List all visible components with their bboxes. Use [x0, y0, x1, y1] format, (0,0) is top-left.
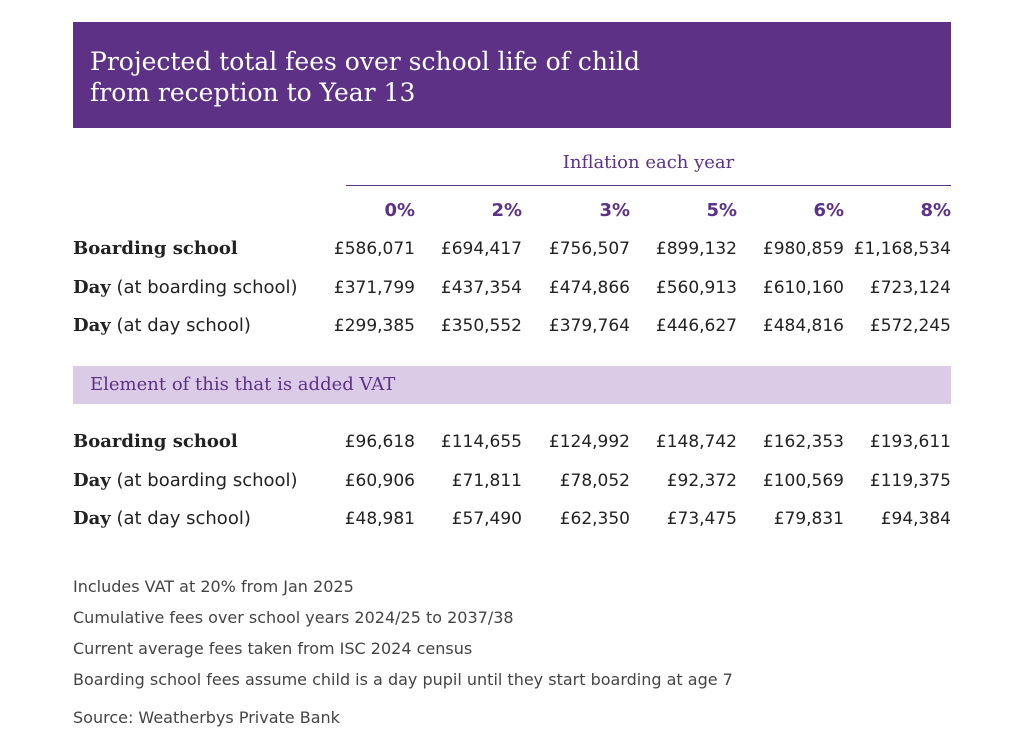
table-cell: £610,160: [762, 278, 844, 298]
table-cell: £437,354: [440, 278, 522, 298]
row-label-bold: Boarding school: [73, 431, 238, 452]
table-cell: £560,913: [655, 278, 737, 298]
table-cell: £299,385: [333, 316, 415, 336]
table-cell: £114,655: [440, 432, 522, 452]
footnote: Boarding school fees assume child is a d…: [73, 670, 733, 689]
table-cell: £124,992: [548, 432, 630, 452]
table-cell: £62,350: [559, 509, 630, 529]
table-cell: £980,859: [762, 239, 844, 259]
table-cell: £694,417: [440, 239, 522, 259]
footnotes: Includes VAT at 20% from Jan 2025 Cumula…: [73, 574, 951, 698]
inflation-divider: [346, 185, 951, 186]
column-header-2pct: 2%: [491, 200, 522, 221]
title-line-2: from reception to Year 13: [90, 78, 416, 107]
column-header-6pct: 6%: [813, 200, 844, 221]
table-cell: £92,372: [666, 471, 737, 491]
footnote: Cumulative fees over school years 2024/2…: [73, 608, 514, 627]
column-header-0pct: 0%: [384, 200, 415, 221]
footnote: Includes VAT at 20% from Jan 2025: [73, 577, 354, 596]
table-cell: £48,981: [344, 509, 415, 529]
table-cell: £1,168,534: [853, 239, 951, 259]
row-label-detail: (at boarding school): [110, 277, 298, 298]
table-cell: £57,490: [451, 509, 522, 529]
table-cell: £148,742: [655, 432, 737, 452]
row-label-detail: (at day school): [110, 315, 251, 336]
column-header-5pct: 5%: [706, 200, 737, 221]
row-label-bold: Day: [73, 315, 111, 336]
table-row: Day (at boarding school) £371,799 £437,354…: [73, 275, 951, 301]
table-cell: £899,132: [655, 239, 737, 259]
table-cell: £119,375: [869, 471, 951, 491]
row-label: Day (at day school): [73, 506, 251, 532]
inflation-header: Inflation each year: [562, 152, 735, 173]
table-cell: £100,569: [762, 471, 844, 491]
row-label-detail: (at day school): [110, 508, 251, 529]
table-cell: £474,866: [548, 278, 630, 298]
source-note: Source: Weatherbys Private Bank: [73, 708, 340, 727]
row-label: Day (at day school): [73, 313, 251, 339]
row-label-detail: (at boarding school): [110, 470, 298, 491]
column-header-row: 0% 2% 3% 5% 6% 8%: [73, 198, 951, 224]
row-label: Day (at boarding school): [73, 275, 298, 301]
table-cell: £572,245: [869, 316, 951, 336]
row-label: Day (at boarding school): [73, 468, 298, 494]
row-label: Boarding school: [73, 429, 238, 455]
table-cell: £484,816: [762, 316, 844, 336]
vat-section-band: Element of this that is added VAT: [73, 366, 951, 404]
title-banner: Projected total fees over school life of…: [73, 22, 951, 128]
table-cell: £94,384: [880, 509, 951, 529]
table-row: Boarding school £586,071 £694,417 £756,507 £…: [73, 236, 951, 262]
row-label-bold: Day: [73, 277, 111, 298]
table-cell: £60,906: [344, 471, 415, 491]
row-label-bold: Boarding school: [73, 238, 238, 259]
table-cell: £350,552: [440, 316, 522, 336]
table-row: Day (at boarding school) £60,906 £71,811 £7…: [73, 468, 951, 494]
table-cell: £586,071: [333, 239, 415, 259]
table-cell: £193,611: [869, 432, 951, 452]
table-row: Day (at day school) £48,981 £57,490 £62,350…: [73, 506, 951, 532]
table-row: Day (at day school) £299,385 £350,552 £379,…: [73, 313, 951, 339]
column-header-8pct: 8%: [920, 200, 951, 221]
table-cell: £73,475: [666, 509, 737, 529]
table-cell: £78,052: [559, 471, 630, 491]
row-label: Boarding school: [73, 236, 238, 262]
table-cell: £446,627: [655, 316, 737, 336]
table-cell: £723,124: [869, 278, 951, 298]
title-line-1: Projected total fees over school life of…: [90, 47, 640, 76]
table-cell: £162,353: [762, 432, 844, 452]
row-label-bold: Day: [73, 470, 111, 491]
footnote: Current average fees taken from ISC 2024…: [73, 639, 473, 658]
table-cell: £79,831: [773, 509, 844, 529]
table-cell: £379,764: [548, 316, 630, 336]
table-cell: £756,507: [548, 239, 630, 259]
table-cell: £96,618: [344, 432, 415, 452]
table-cell: £71,811: [451, 471, 522, 491]
column-header-3pct: 3%: [599, 200, 630, 221]
table-cell: £371,799: [333, 278, 415, 298]
table-row: Boarding school £96,618 £114,655 £124,992 £1…: [73, 429, 951, 455]
row-label-bold: Day: [73, 508, 111, 529]
